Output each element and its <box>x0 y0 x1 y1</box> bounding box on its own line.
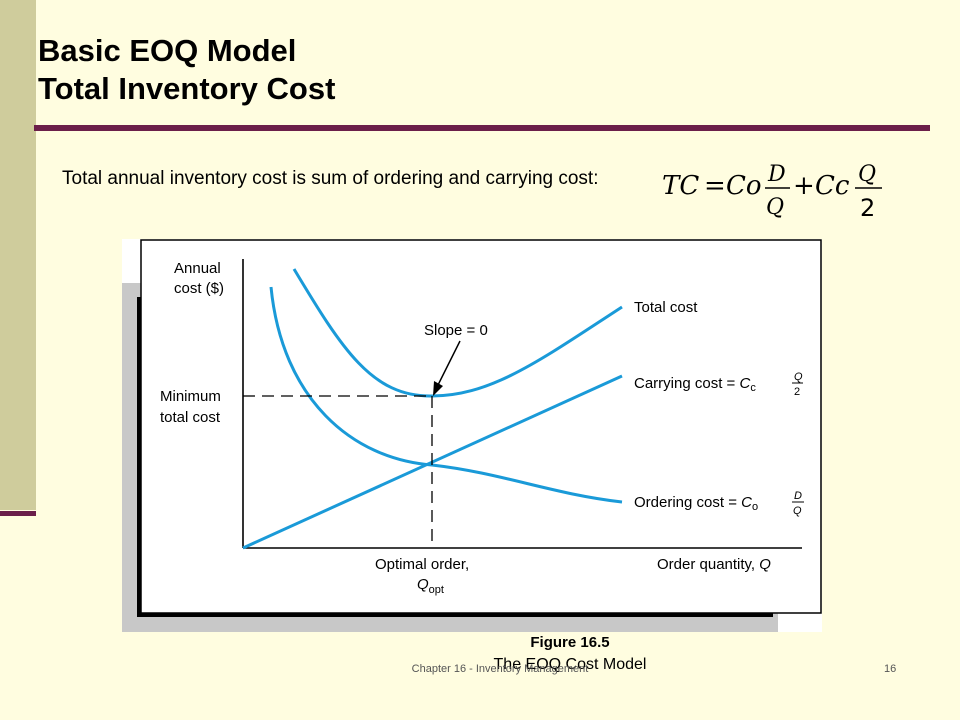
slope-arrowhead <box>433 381 443 396</box>
min-cost-label-line2: total cost <box>160 409 221 426</box>
side-bar-decoration <box>0 0 36 510</box>
ordering-frac-den: Q <box>793 505 802 517</box>
formula-term2-den: 2 <box>860 194 875 222</box>
ordering-frac-num: D <box>794 490 802 502</box>
y-axis-label-line2: cost ($) <box>174 280 224 297</box>
optimal-order-label: Optimal order, <box>375 556 469 573</box>
q-opt-label: Qopt <box>417 576 444 596</box>
formula-lhs: TC <box>662 171 699 201</box>
carrying-frac-num: Q <box>794 371 803 383</box>
slide-footer: Chapter 16 - Inventory Management <box>411 663 589 675</box>
slope-label: Slope = 0 <box>424 322 488 339</box>
min-cost-label-line1: Minimum <box>160 388 221 405</box>
slide-title-line1: Basic EOQ Model <box>38 33 297 68</box>
slide-title: Basic EOQ Model Total Inventory Cost <box>38 32 335 108</box>
figure-caption: Figure 16.5 <box>530 634 610 651</box>
total-cost-label: Total cost <box>634 299 698 316</box>
formula-term2-num: Q <box>858 162 876 187</box>
y-axis-label-line1: Annual <box>174 260 221 277</box>
slope-arrow <box>436 340 461 388</box>
page-number: 16 <box>884 663 897 675</box>
carrying-frac-den: 2 <box>794 386 800 398</box>
figure-caption-subtitle: The EOQ Cost Model <box>493 656 647 673</box>
side-bar-tick <box>0 511 36 516</box>
tc-formula: TC = Co D Q + Cc Q 2 <box>662 162 882 222</box>
eoq-cost-figure: Annual cost ($) Minimum total cost Slope… <box>122 239 822 632</box>
formula-term1-num: D <box>767 162 786 187</box>
slide-subtitle: Total annual inventory cost is sum of or… <box>62 168 599 189</box>
formula-equals: = <box>704 171 726 201</box>
formula-term2-coef: Cc <box>815 171 850 201</box>
title-underline <box>34 125 930 131</box>
figure-frame <box>140 239 822 614</box>
formula-term1-den: Q <box>766 195 784 220</box>
x-axis-label: Order quantity, Q <box>657 556 771 573</box>
formula-plus: + <box>793 171 815 201</box>
carrying-cost-label: Carrying cost = Cc <box>634 375 756 394</box>
ordering-cost-label: Ordering cost = Co <box>634 494 758 513</box>
slide-title-line2: Total Inventory Cost <box>38 71 336 106</box>
formula-term1-coef: Co <box>726 171 762 201</box>
